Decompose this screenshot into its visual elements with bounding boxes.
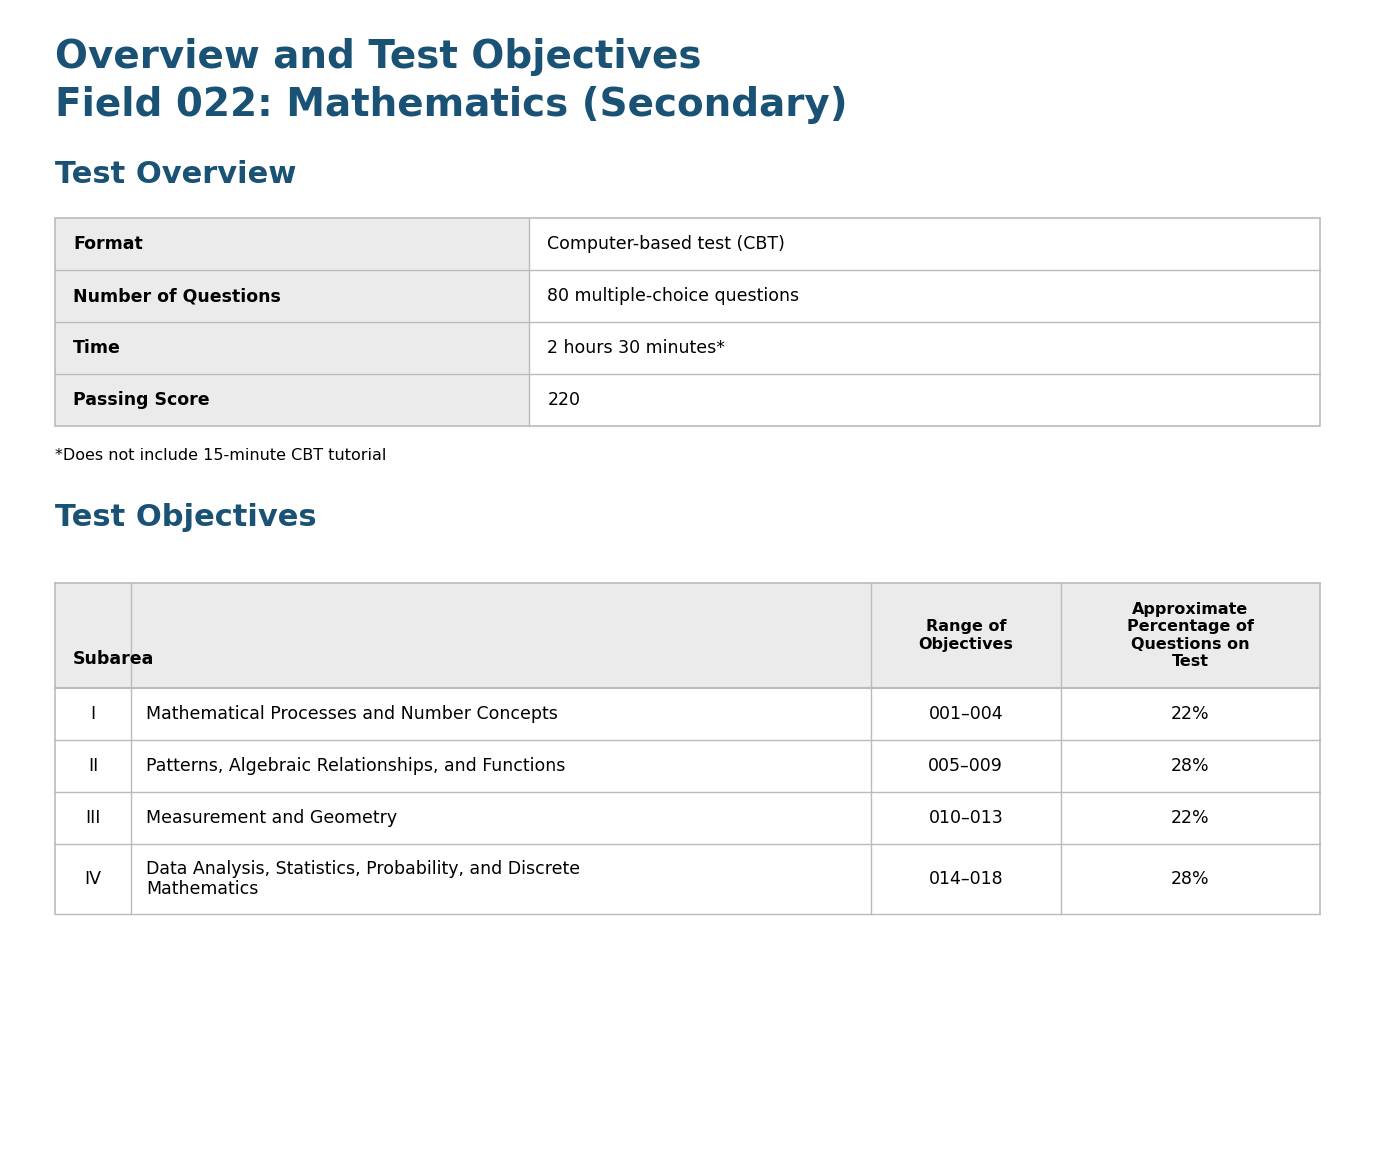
Bar [55,792,1320,844]
Text: 005–009: 005–009 [929,757,1003,776]
Text: Data Analysis, Statistics, Probability, and Discrete
Mathematics: Data Analysis, Statistics, Probability, … [146,860,580,898]
Text: 28%: 28% [1171,757,1209,776]
Text: *Does not include 15-minute CBT tutorial: *Does not include 15-minute CBT tutorial [55,449,386,463]
Text: Overview and Test Objectives: Overview and Test Objectives [55,39,702,76]
Text: Measurement and Geometry: Measurement and Geometry [146,809,397,827]
Bar [55,218,529,270]
Text: 220: 220 [547,391,580,409]
Text: 014–018: 014–018 [929,870,1003,888]
Bar [55,844,1320,915]
Bar [529,270,1320,322]
Text: 2 hours 30 minutes*: 2 hours 30 minutes* [547,339,725,357]
Text: Subarea: Subarea [73,651,154,668]
Text: III: III [85,809,100,827]
Text: Range of
Objectives: Range of Objectives [918,619,1013,652]
Text: Approximate
Percentage of
Questions on
Test: Approximate Percentage of Questions on T… [1127,602,1254,669]
Bar [529,322,1320,374]
Text: 22%: 22% [1171,809,1209,827]
Bar [529,374,1320,426]
Text: II: II [88,757,98,776]
Text: I: I [91,705,96,723]
Bar [55,374,529,426]
Bar [529,218,1320,270]
Text: Number of Questions: Number of Questions [73,287,280,305]
Text: 28%: 28% [1171,870,1209,888]
Text: Test Overview: Test Overview [55,160,297,189]
Text: Time: Time [73,339,121,357]
Text: Mathematical Processes and Number Concepts: Mathematical Processes and Number Concep… [146,705,558,723]
Text: Computer-based test (CBT): Computer-based test (CBT) [547,235,786,253]
Bar [55,270,529,322]
Bar [55,322,529,374]
Text: 010–013: 010–013 [929,809,1003,827]
Text: Test Objectives: Test Objectives [55,503,316,531]
Text: Passing Score: Passing Score [73,391,210,409]
Text: Format: Format [73,235,143,253]
Bar [55,741,1320,792]
Bar [55,583,1320,688]
Bar [55,688,1320,741]
Text: 22%: 22% [1171,705,1209,723]
Text: Patterns, Algebraic Relationships, and Functions: Patterns, Algebraic Relationships, and F… [146,757,565,776]
Bar [55,218,1320,426]
Text: Field 022: Mathematics (Secondary): Field 022: Mathematics (Secondary) [55,86,848,124]
Text: 80 multiple-choice questions: 80 multiple-choice questions [547,287,800,305]
Text: 001–004: 001–004 [929,705,1003,723]
Text: IV: IV [84,870,102,888]
